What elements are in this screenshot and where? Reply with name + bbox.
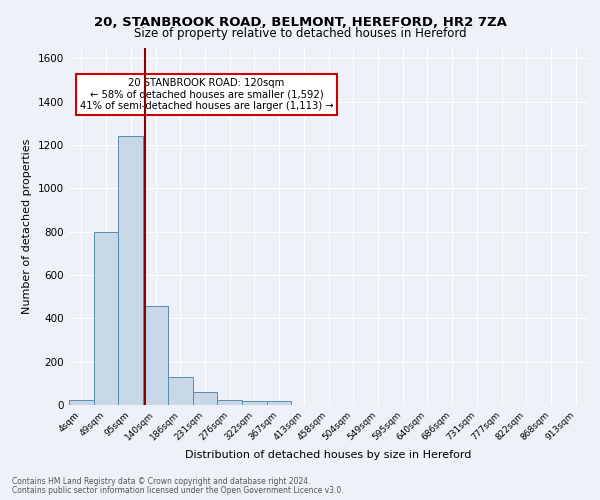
Y-axis label: Number of detached properties: Number of detached properties (22, 138, 32, 314)
X-axis label: Distribution of detached houses by size in Hereford: Distribution of detached houses by size … (185, 450, 472, 460)
Bar (118, 136, 143, 405)
Text: Size of property relative to detached houses in Hereford: Size of property relative to detached ho… (134, 28, 466, 40)
Bar (217, 400, 242, 405)
Text: 20, STANBROOK ROAD, BELMONT, HEREFORD, HR2 7ZA: 20, STANBROOK ROAD, BELMONT, HEREFORD, H… (94, 16, 506, 29)
Text: Contains HM Land Registry data © Crown copyright and database right 2024.: Contains HM Land Registry data © Crown c… (12, 477, 311, 486)
Bar (143, 306, 168, 405)
Bar (94, 232, 118, 405)
Bar (193, 392, 217, 405)
Bar (242, 401, 267, 405)
Text: 20 STANBROOK ROAD: 120sqm
← 58% of detached houses are smaller (1,592)
41% of se: 20 STANBROOK ROAD: 120sqm ← 58% of detac… (80, 78, 334, 111)
Bar (267, 401, 292, 405)
Bar (69, 400, 94, 405)
Text: Contains public sector information licensed under the Open Government Licence v3: Contains public sector information licen… (12, 486, 344, 495)
Bar (168, 377, 193, 405)
